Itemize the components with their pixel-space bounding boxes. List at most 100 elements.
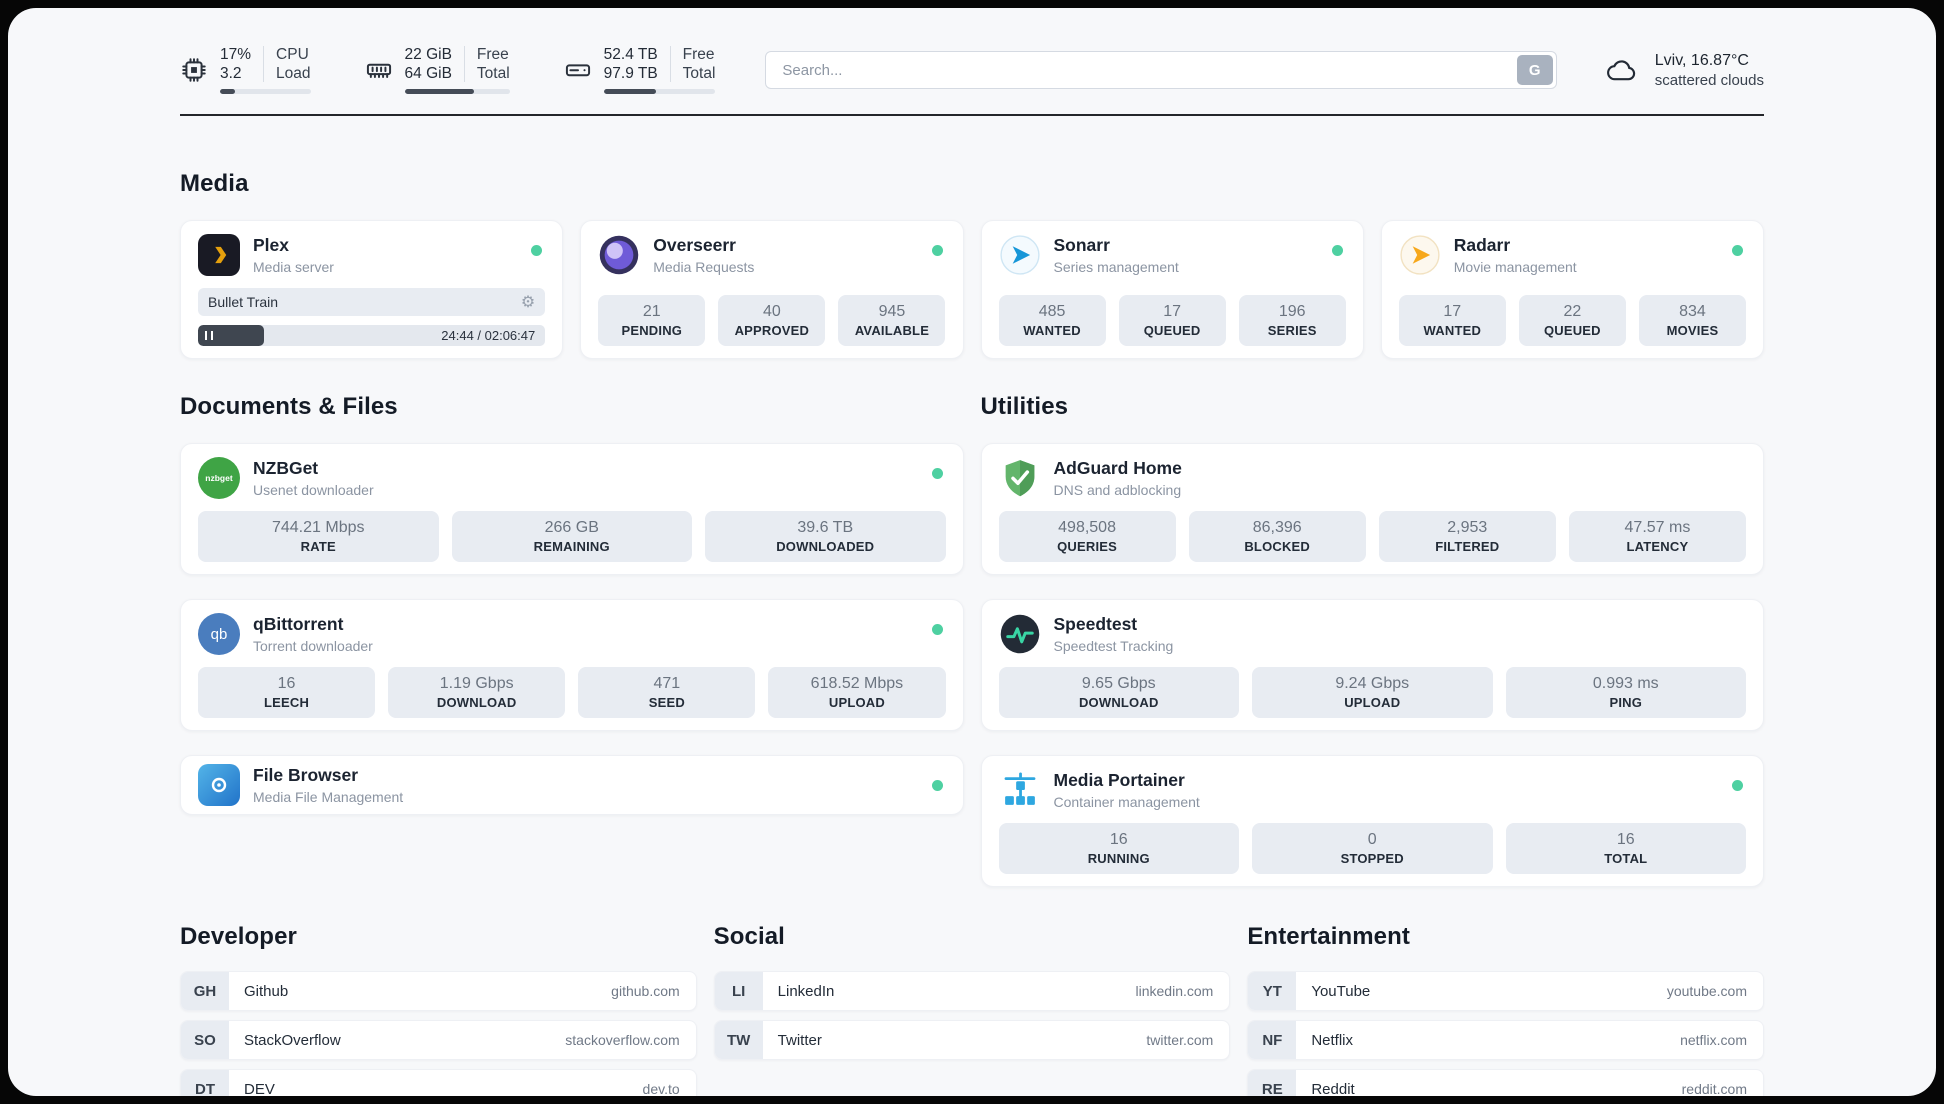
app-subtitle: Container management bbox=[1053, 794, 1200, 810]
stat-value: 2,953 bbox=[1447, 519, 1488, 536]
cloud-icon bbox=[1606, 60, 1635, 81]
stat-box: 16 LEECH bbox=[198, 667, 376, 718]
main-content: Media Plex Media server bbox=[8, 170, 1936, 1096]
stat-label: BLOCKED bbox=[1244, 539, 1311, 554]
stat-label: RUNNING bbox=[1087, 851, 1150, 866]
radarr-card[interactable]: Radarr Movie management 17 WANTED 22 QUE… bbox=[1380, 220, 1764, 359]
stat-box: 16 RUNNING bbox=[998, 823, 1239, 874]
bookmark-reddit[interactable]: RE Reddit reddit.com bbox=[1247, 1069, 1764, 1096]
section-title-utilities: Utilities bbox=[980, 393, 1069, 420]
app-subtitle: Movie management bbox=[1453, 259, 1577, 275]
disk-usage-bar-fill bbox=[603, 89, 657, 94]
dashboard-page: 17% 3.2 CPU Load bbox=[8, 8, 1936, 1096]
weather-widget[interactable]: Lviv, 16.87°C scattered clouds bbox=[1601, 52, 1764, 89]
search-engine-button[interactable]: G bbox=[1516, 55, 1553, 85]
bookmark-name: DEV bbox=[244, 1080, 275, 1097]
stat-label: WANTED bbox=[1023, 323, 1081, 338]
stat-value: 40 bbox=[762, 303, 781, 320]
stat-value: 16 bbox=[277, 675, 296, 692]
bookmark-name: LinkedIn bbox=[777, 982, 835, 1000]
stat-value: 9.65 Gbps bbox=[1081, 675, 1156, 692]
app-name: File Browser bbox=[253, 765, 359, 785]
stat-value: 9.24 Gbps bbox=[1335, 675, 1410, 692]
search-input[interactable] bbox=[765, 51, 1557, 89]
stat-box: 17 QUEUED bbox=[1118, 295, 1226, 346]
status-online-dot bbox=[931, 468, 943, 479]
bookmark-stackoverflow[interactable]: SO StackOverflow stackoverflow.com bbox=[180, 1020, 697, 1060]
playback-time: 24:44 / 02:06:47 bbox=[441, 328, 536, 343]
radarr-icon bbox=[1399, 234, 1441, 276]
header-divider bbox=[180, 114, 1764, 116]
bookmark-twitter[interactable]: TW Twitter twitter.com bbox=[713, 1020, 1231, 1060]
bookmark-github[interactable]: GH Github github.com bbox=[180, 971, 697, 1011]
nzbget-card[interactable]: nzbget NZBGet Usenet downloader 744.21 M… bbox=[180, 443, 964, 575]
qbittorrent-card[interactable]: qb qBittorrent Torrent downloader 16 LEE… bbox=[180, 599, 964, 731]
ram-usage-bar bbox=[404, 89, 510, 94]
plex-card[interactable]: Plex Media server Bullet Train ⚙ 24:44 / bbox=[180, 220, 564, 359]
stat-box: 0 STOPPED bbox=[1252, 823, 1493, 874]
portainer-card[interactable]: Media Portainer Container management 16 … bbox=[980, 755, 1764, 887]
top-bar: 17% 3.2 CPU Load bbox=[8, 8, 1936, 94]
ram-free-label: Free bbox=[476, 46, 509, 63]
stat-box: 945 AVAILABLE bbox=[838, 295, 946, 346]
stat-label: QUEUED bbox=[1543, 323, 1601, 338]
weather-condition: scattered clouds bbox=[1654, 71, 1764, 89]
section-title-developer: Developer bbox=[180, 923, 297, 950]
disk-total-value: 97.9 TB bbox=[603, 65, 658, 82]
bookmark-netflix[interactable]: NF Netflix netflix.com bbox=[1247, 1020, 1764, 1060]
app-name: Media Portainer bbox=[1053, 770, 1185, 790]
disk-usage-bar bbox=[603, 89, 716, 94]
gear-icon[interactable]: ⚙ bbox=[520, 292, 536, 311]
section-title-documents: Documents & Files bbox=[180, 393, 398, 420]
stat-box: 266 GB REMAINING bbox=[451, 511, 692, 562]
bookmark-url: youtube.com bbox=[1666, 983, 1747, 999]
adguard-card[interactable]: AdGuard Home DNS and adblocking 498,508 … bbox=[980, 443, 1764, 575]
stat-value: 498,508 bbox=[1058, 519, 1116, 536]
stat-value: 39.6 TB bbox=[797, 519, 854, 536]
stat-label: STOPPED bbox=[1340, 851, 1404, 866]
cpu-icon bbox=[182, 58, 206, 82]
app-name: Radarr bbox=[1453, 235, 1511, 255]
pause-icon[interactable] bbox=[205, 331, 213, 340]
app-name: Plex bbox=[253, 235, 289, 255]
filebrowser-card[interactable]: File Browser Media File Management bbox=[180, 755, 964, 815]
stat-value: 744.21 Mbps bbox=[271, 519, 365, 536]
bookmark-dev[interactable]: DT DEV dev.to bbox=[180, 1069, 697, 1096]
cpu-usage-bar bbox=[220, 89, 311, 94]
speedtest-card[interactable]: Speedtest Speedtest Tracking 9.65 Gbps D… bbox=[980, 599, 1764, 731]
stat-value: 618.52 Mbps bbox=[810, 675, 904, 692]
bookmark-youtube[interactable]: YT YouTube youtube.com bbox=[1247, 971, 1764, 1011]
stat-value: 834 bbox=[1679, 303, 1706, 320]
bookmark-url: github.com bbox=[611, 983, 680, 999]
overseerr-card[interactable]: Overseerr Media Requests 21 PENDING 40 A… bbox=[580, 220, 964, 359]
nzbget-icon: nzbget bbox=[198, 457, 240, 499]
bookmark-abbr: GH bbox=[181, 972, 229, 1010]
bookmark-url: dev.to bbox=[642, 1081, 680, 1096]
section-utilities: Utilities bbox=[980, 393, 1764, 887]
stat-box: 1.19 Gbps DOWNLOAD bbox=[388, 667, 566, 718]
app-subtitle: Media server bbox=[253, 259, 334, 275]
stat-box: 9.24 Gbps UPLOAD bbox=[1252, 667, 1493, 718]
app-name: qBittorrent bbox=[253, 614, 344, 634]
stat-box: 16 TOTAL bbox=[1505, 823, 1746, 874]
cpu-stat: 17% 3.2 CPU Load bbox=[180, 46, 311, 94]
bookmark-url: reddit.com bbox=[1681, 1081, 1747, 1096]
stat-label: UPLOAD bbox=[828, 695, 885, 710]
bookmark-name: Reddit bbox=[1311, 1080, 1355, 1097]
stat-label: DOWNLOAD bbox=[1078, 695, 1159, 710]
stat-box: 498,508 QUERIES bbox=[998, 511, 1176, 562]
status-online-dot bbox=[931, 624, 943, 635]
stat-value: 86,396 bbox=[1252, 519, 1302, 536]
bookmark-abbr: TW bbox=[714, 1021, 763, 1059]
app-name: Overseerr bbox=[653, 235, 736, 255]
stat-label: DOWNLOAD bbox=[436, 695, 517, 710]
status-online-dot bbox=[1732, 780, 1743, 791]
app-subtitle: Torrent downloader bbox=[253, 638, 373, 654]
bookmark-linkedin[interactable]: LI LinkedIn linkedin.com bbox=[713, 971, 1231, 1011]
sonarr-card[interactable]: Sonarr Series management 485 WANTED 17 Q… bbox=[980, 220, 1364, 359]
cpu-label: CPU bbox=[276, 46, 309, 63]
status-online-dot bbox=[931, 780, 943, 791]
stat-label: LATENCY bbox=[1626, 539, 1689, 554]
stat-box: 196 SERIES bbox=[1238, 295, 1346, 346]
stat-label: DOWNLOADED bbox=[776, 539, 875, 554]
